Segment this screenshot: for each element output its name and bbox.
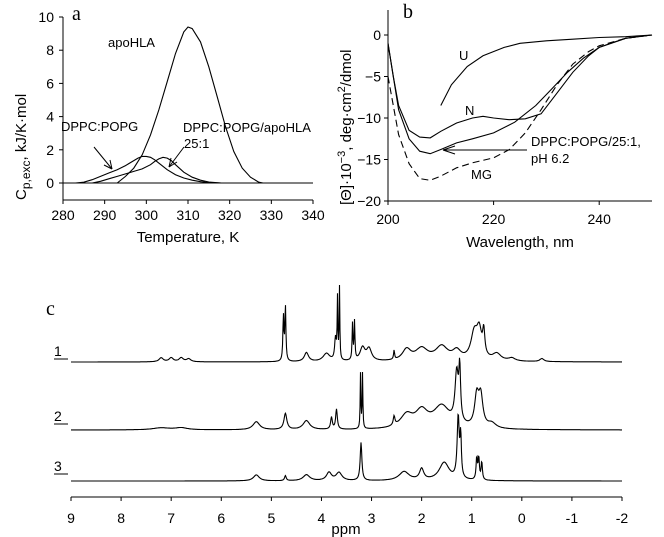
annotation-u: U [459, 48, 468, 63]
y-tick-label: −20 [357, 193, 381, 209]
arrow-dppc-popg-apohla [168, 146, 185, 168]
x-tick-label: 220 [482, 211, 506, 227]
series-line-1 [387, 34, 653, 139]
arrow-dppc-popg [93, 146, 113, 170]
x-axis-label-b: Wavelength, nm [466, 234, 574, 251]
y-tick-label: −15 [357, 152, 381, 168]
y-axis-label-b: [Θ]·10−3, deg·cm2/dmol [336, 50, 355, 205]
series-line-2 [387, 34, 653, 155]
y-label-rest: /dmol [338, 50, 355, 87]
x-tick-label: 280 [51, 207, 75, 223]
panel-a-axes: 0 2 4 6 8 10 280 290 300 310 320 330 340 [38, 9, 324, 223]
x-tick-label: 320 [218, 207, 242, 223]
arrowhead-icon [442, 145, 456, 155]
y-tick-label: 4 [46, 109, 54, 125]
y-tick-label: 8 [46, 42, 54, 58]
panel-c: c 9 8 7 6 5 4 3 2 1 0 -1 -2 1 2 3 ppm [46, 284, 629, 537]
annotation-ph: pH 6.2 [531, 151, 569, 166]
annotation-apohla: apoHLA [108, 35, 155, 50]
y-tick-label: 10 [38, 9, 54, 25]
annotation-dppc-popg-apohla: DPPC:POPG/apoHLA [183, 120, 311, 135]
panel-b: b 0 −5 −10 −15 −20 200 220 240 U N MG DPPC:POPG… [336, 1, 653, 251]
y-tick-label: 0 [46, 175, 54, 191]
panel-b-curves [387, 34, 653, 181]
y-label-sup: −3 [336, 151, 348, 164]
spectrum-trace-2 [71, 357, 622, 431]
y-label-main: [Θ]·10 [338, 163, 355, 205]
x-tick-label: 300 [135, 207, 159, 223]
y-tick-label: 6 [46, 75, 54, 91]
annotation-dppc-popg: DPPC:POPG [61, 119, 138, 134]
annotation-n: N [465, 103, 474, 118]
y-label-mid: , deg·cm [338, 92, 355, 150]
x-tick-label: 1 [468, 510, 476, 526]
arrowhead-icon [168, 157, 178, 168]
series-line-3 [387, 34, 653, 181]
y-label-sub: p,exc [19, 160, 33, 189]
panel-label-b: b [403, 1, 413, 23]
panel-label-c: c [46, 298, 55, 320]
x-tick-label: 0 [518, 510, 526, 526]
annotation-dppc-popg-25-1: DPPC:POPG/25:1, [531, 134, 641, 149]
x-tick-label: 3 [368, 510, 376, 526]
panel-a: a 0 2 4 6 8 10 280 290 300 310 320 330 340 apoHLA DP… [13, 3, 325, 246]
x-tick-label: 6 [217, 510, 225, 526]
x-tick-label: 290 [93, 207, 117, 223]
y-tick-label: −10 [357, 110, 381, 126]
panel-c-curves: 1 2 3 [54, 284, 622, 482]
panel-label-a: a [72, 3, 81, 25]
panel-c-axes: 9 8 7 6 5 4 3 2 1 0 -1 -2 [67, 496, 629, 526]
x-tick-label: -2 [616, 510, 629, 526]
trace-label: 1 [54, 343, 62, 359]
y-tick-label: 0 [373, 27, 381, 43]
spectrum-trace-1 [71, 284, 622, 363]
annotation-ratio: 25:1 [184, 136, 209, 151]
panel-b-axes: 0 −5 −10 −15 −20 200 220 240 [357, 10, 652, 227]
x-tick-label: 200 [376, 211, 400, 227]
annotation-mg: MG [471, 167, 492, 182]
x-axis-label-a: Temperature, K [137, 229, 240, 246]
x-tick-label: -1 [566, 510, 579, 526]
x-tick-label: 9 [67, 510, 75, 526]
x-tick-label: 2 [418, 510, 426, 526]
x-tick-label: 5 [267, 510, 275, 526]
x-tick-label: 8 [117, 510, 125, 526]
x-tick-label: 330 [260, 207, 284, 223]
panel-a-curves [75, 26, 264, 184]
x-tick-label: 4 [318, 510, 326, 526]
y-label-sup2: 2 [336, 86, 348, 92]
y-tick-label: −5 [365, 69, 381, 85]
trace-label: 2 [54, 408, 62, 424]
series-line-2 [92, 156, 222, 184]
series-line-0 [116, 26, 264, 184]
x-tick-label: 240 [588, 211, 612, 227]
x-tick-label: 310 [176, 207, 200, 223]
arrowhead-icon [103, 159, 113, 170]
spectrum-trace-3 [71, 413, 622, 482]
x-tick-label: 340 [301, 207, 325, 223]
y-label-main: C [13, 189, 30, 200]
x-axis-label-c: ppm [331, 521, 360, 537]
series-line-0 [440, 34, 653, 106]
y-label-rest: , kJ/K·mol [13, 94, 30, 161]
trace-label: 3 [54, 458, 62, 474]
x-tick-label: 7 [167, 510, 175, 526]
y-axis-label-a: Cp,exc, kJ/K·mol [13, 94, 33, 200]
series-line-1 [75, 155, 222, 184]
y-tick-label: 2 [46, 142, 54, 158]
